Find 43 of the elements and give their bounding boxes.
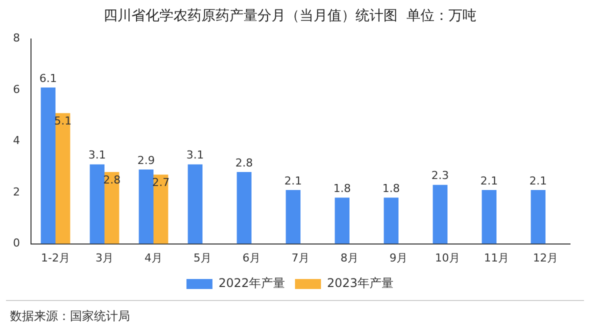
x-tick-label: 8月: [340, 251, 358, 264]
data-label: 2.8: [235, 156, 253, 170]
x-tick-label: 3月: [96, 251, 114, 264]
bar: [286, 190, 300, 244]
data-label: 2.1: [284, 174, 302, 188]
bar: [236, 172, 252, 244]
bar: [138, 169, 154, 244]
bar: [40, 87, 56, 244]
y-tick-label: 6: [13, 82, 20, 96]
y-tick-label: 0: [13, 236, 20, 250]
bar: [90, 164, 104, 244]
legend-label: 2022年产量: [218, 276, 286, 290]
data-label: 3.1: [186, 148, 204, 162]
chart-title: 四川省化学农药原药产量分月（当月值）统计图 单位：万吨: [104, 8, 476, 24]
y-tick-label: 2: [13, 185, 20, 198]
data-label: 2.9: [137, 154, 155, 167]
source-note: 数据来源：国家统计局: [9, 308, 131, 325]
x-tick-label: 10月: [435, 251, 460, 264]
legend-label: 2023年产量: [327, 276, 394, 290]
data-label: 2.1: [480, 174, 498, 188]
y-tick-label: 8: [13, 32, 20, 45]
data-label: 3.1: [88, 148, 106, 162]
data-label: 6.1: [39, 72, 57, 85]
x-tick-label: 7月: [292, 251, 310, 264]
bar: [432, 184, 448, 244]
bar: [384, 198, 398, 244]
data-label: 2.3: [431, 169, 449, 182]
bar: [334, 198, 350, 244]
bar: [530, 190, 546, 244]
y-tick-label: 4: [13, 134, 20, 148]
x-tick-label: 9月: [390, 251, 408, 264]
data-label: 2.1: [529, 174, 547, 188]
bar: [56, 113, 70, 244]
x-tick-label: 5月: [194, 251, 212, 264]
x-tick-label: 12月: [533, 251, 558, 264]
x-tick-label: 11月: [484, 251, 509, 264]
data-label: 1.8: [382, 182, 400, 196]
bar: [482, 190, 496, 244]
x-tick-label: 1-2月: [41, 251, 70, 264]
x-tick-label: 4月: [144, 251, 162, 264]
bar: [188, 164, 202, 244]
data-label: 1.8: [333, 182, 351, 196]
x-tick-label: 6月: [242, 251, 260, 264]
